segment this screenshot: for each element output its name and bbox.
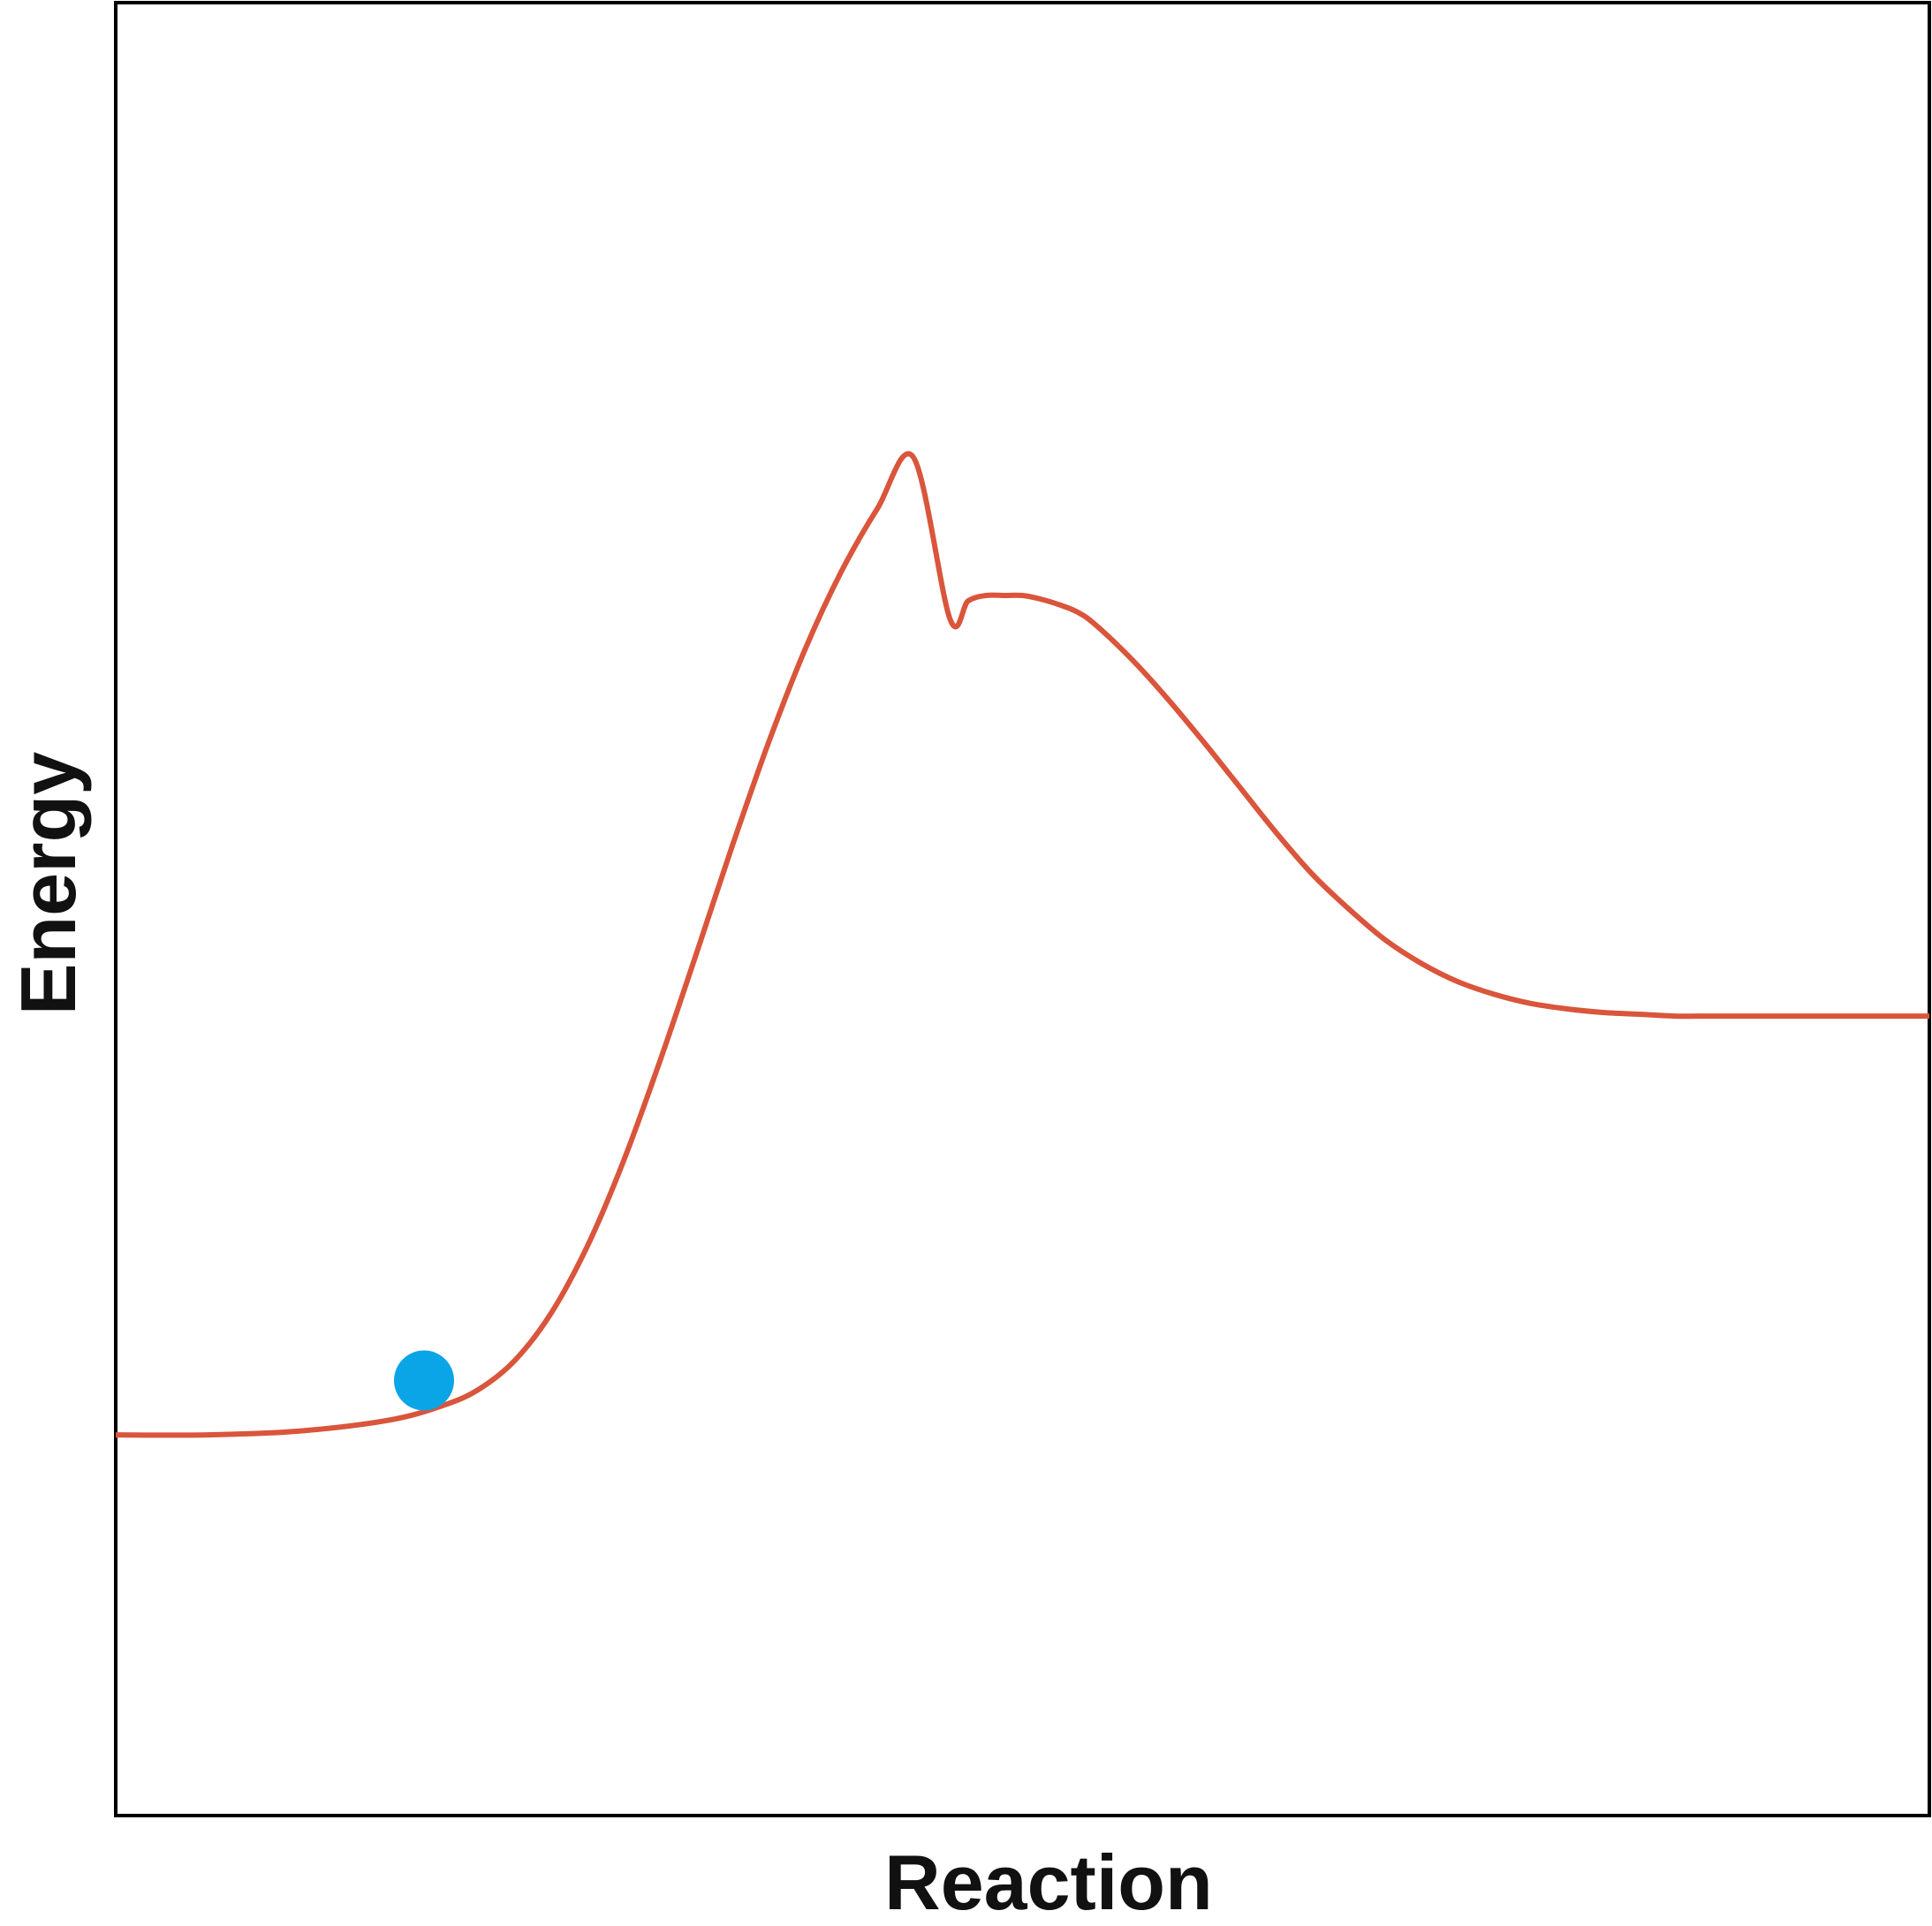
- marker-layer: [394, 1350, 454, 1411]
- plot-frame: [114, 1, 1931, 1817]
- series-layer: [115, 451, 1929, 1438]
- reactant-ball-marker: [394, 1350, 454, 1411]
- y-axis-label: Energy: [4, 752, 92, 1015]
- x-axis-label: Reaction: [884, 1839, 1213, 1926]
- energy-curve-line: [115, 451, 1929, 1438]
